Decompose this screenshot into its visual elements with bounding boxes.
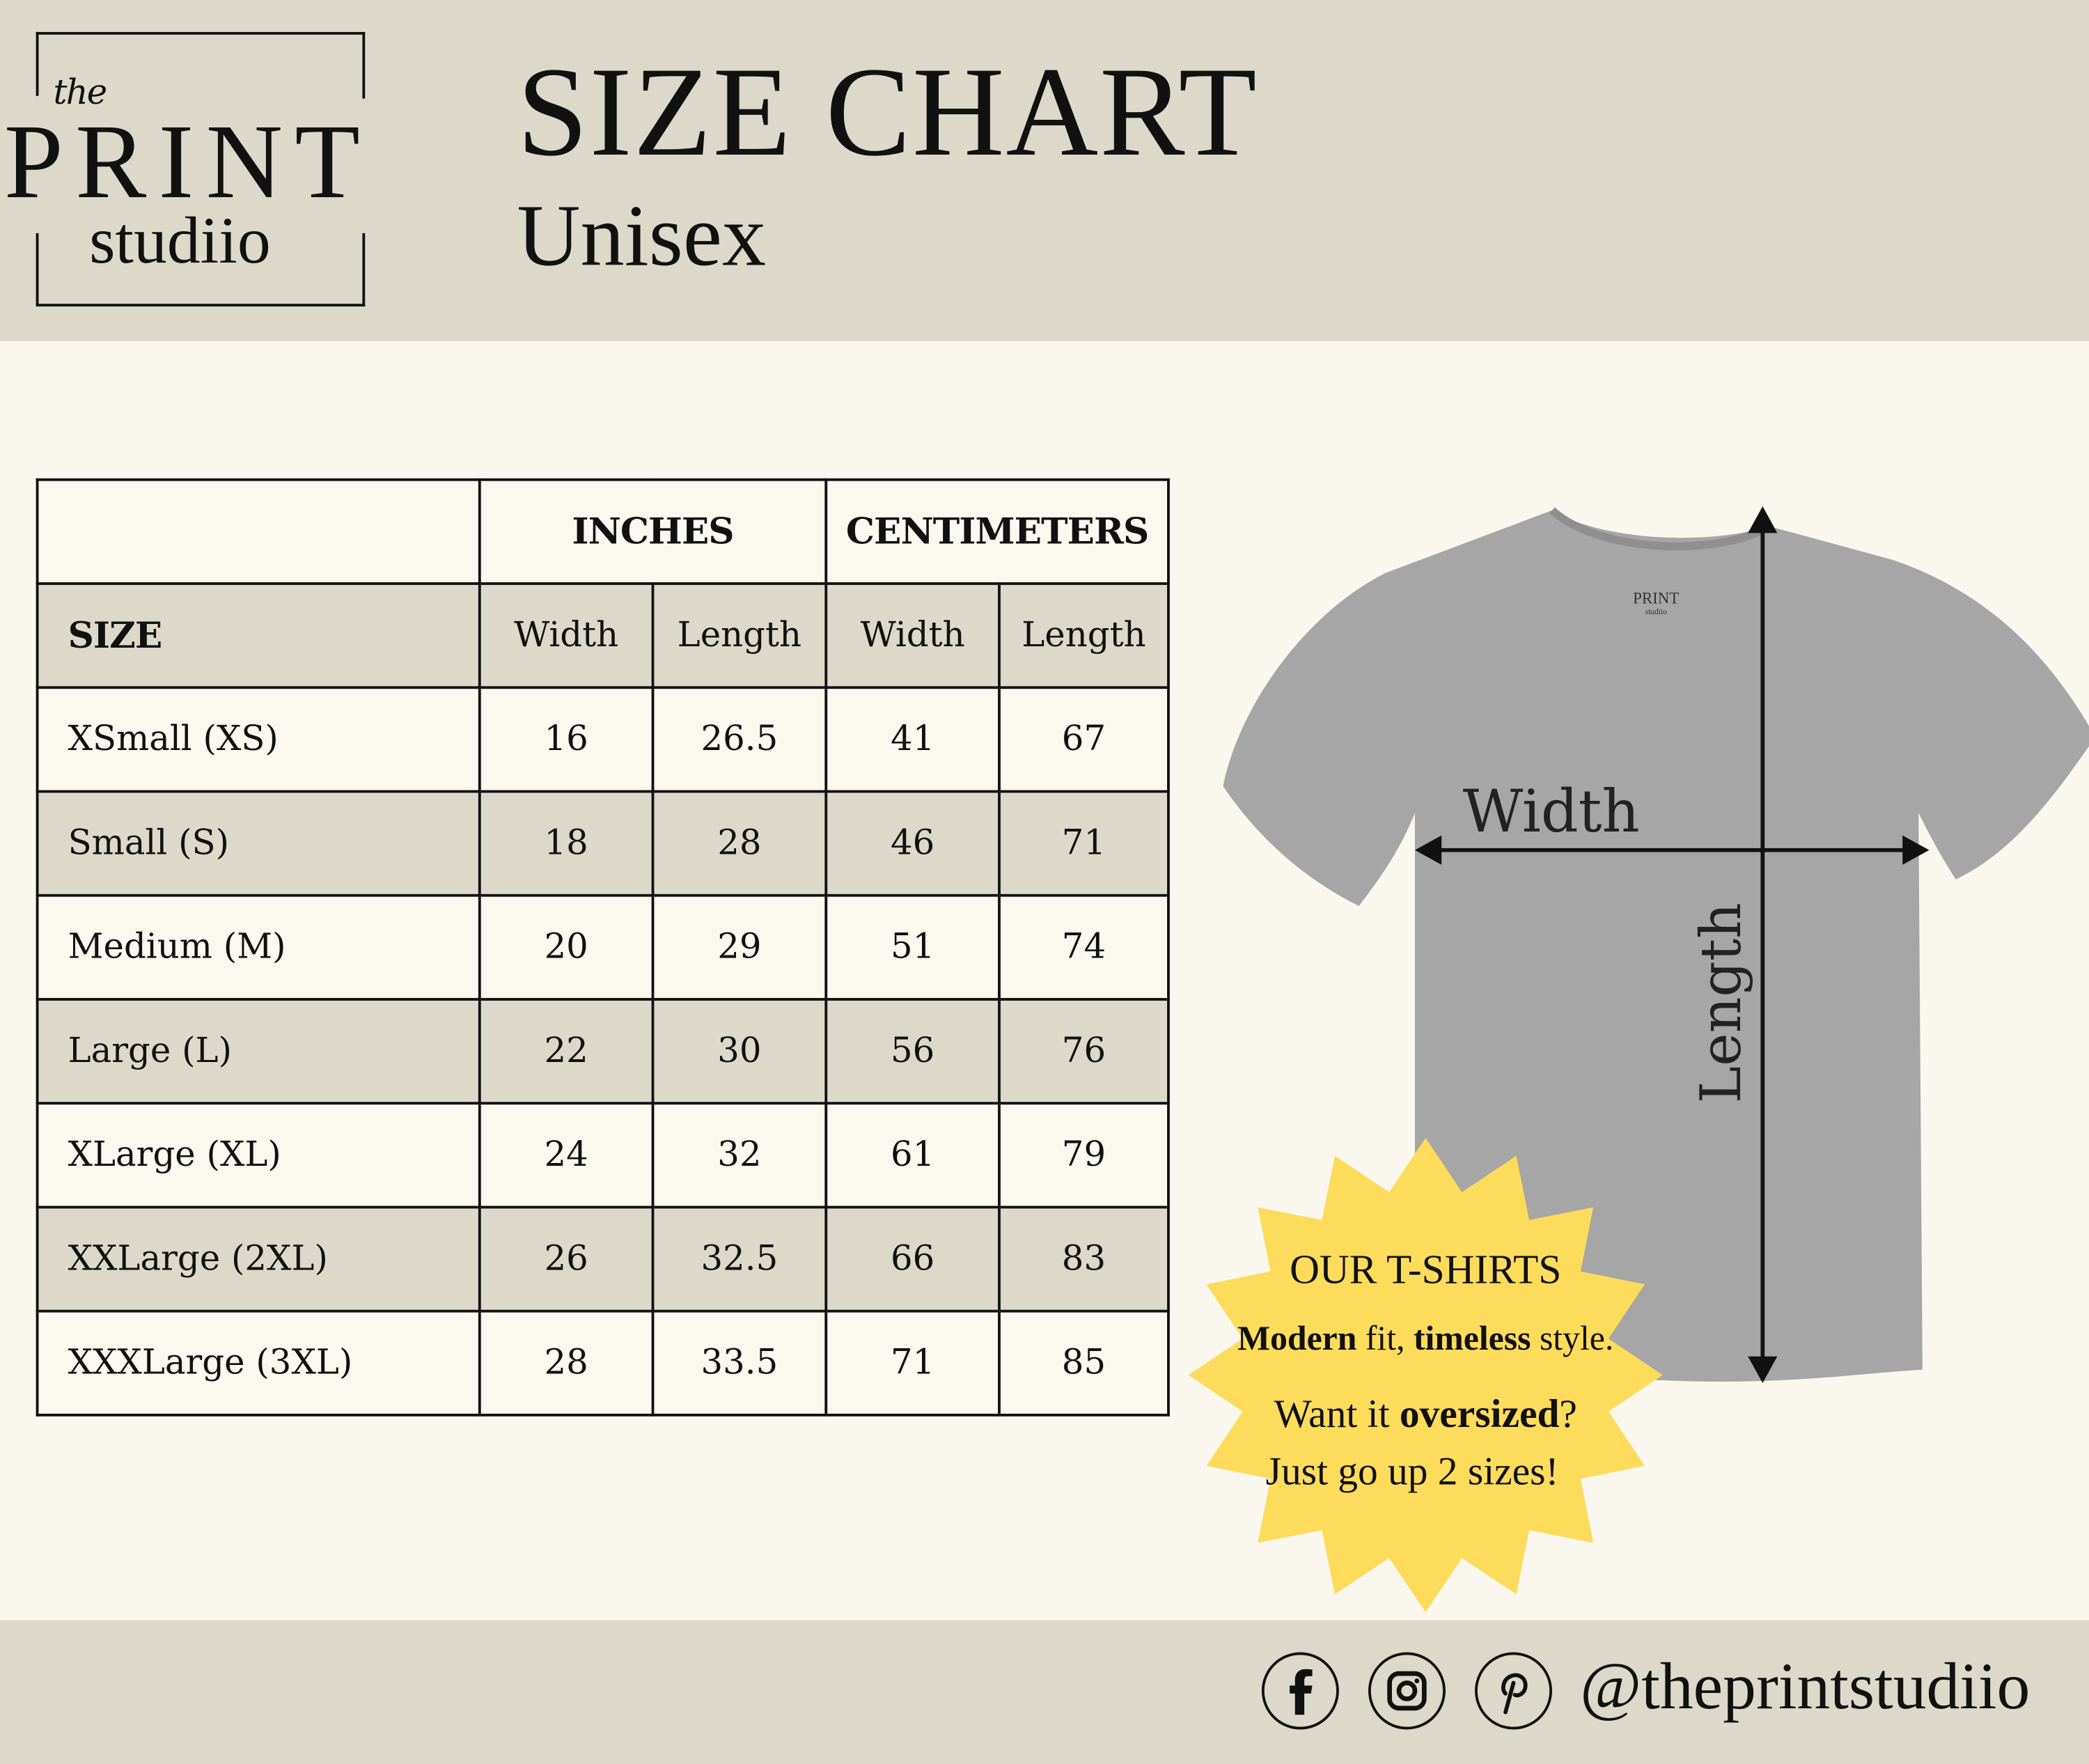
pinterest-icon[interactable] bbox=[1475, 1652, 1552, 1730]
measurement-cell: 71 bbox=[824, 1309, 1001, 1416]
measurement-cell: 33.5 bbox=[651, 1309, 828, 1416]
measurement-cell: 28 bbox=[651, 790, 828, 897]
measurement-cell: 30 bbox=[651, 998, 828, 1105]
measurement-cell: 41 bbox=[824, 686, 1001, 793]
length-arrow bbox=[1748, 506, 1778, 1384]
measurement-cell: 28 bbox=[478, 1309, 655, 1416]
badge-bold-oversized: oversized bbox=[1399, 1392, 1560, 1437]
cm-width-header: Width bbox=[824, 582, 1001, 689]
size-cell: XLarge (XL) bbox=[36, 1102, 481, 1209]
table-row: Medium (M) 20 29 51 74 bbox=[36, 893, 1170, 1001]
size-header: SIZE bbox=[36, 582, 481, 689]
table-row: Large (L) 22 30 56 76 bbox=[36, 998, 1170, 1105]
measurement-cell: 66 bbox=[824, 1205, 1001, 1313]
measurement-cell: 16 bbox=[478, 686, 655, 793]
measurement-cell: 71 bbox=[998, 790, 1170, 897]
measurement-cell: 24 bbox=[478, 1102, 655, 1209]
measurement-cell: 67 bbox=[998, 686, 1170, 793]
badge-text: Want it bbox=[1274, 1392, 1400, 1437]
size-table: INCHES CENTIMETERS SIZE Width Length Wid… bbox=[36, 478, 1170, 1416]
inches-header: INCHES bbox=[478, 478, 828, 585]
measurement-cell: 29 bbox=[651, 893, 828, 1001]
badge-text: fit, bbox=[1356, 1319, 1414, 1358]
length-label: Length bbox=[1688, 903, 1753, 1103]
badge-bold-timeless: timeless bbox=[1413, 1319, 1531, 1358]
logo-studiio: studiio bbox=[89, 202, 271, 277]
badge-tagline: Modern fit, timeless style. bbox=[1186, 1319, 1666, 1359]
shirt-logo-print: PRINT bbox=[1633, 590, 1679, 607]
table-row: XLarge (XL) 24 32 61 79 bbox=[36, 1102, 1170, 1209]
table-row: XXXLarge (3XL) 28 33.5 71 85 bbox=[36, 1309, 1170, 1416]
page-title: SIZE CHART bbox=[517, 40, 1258, 183]
facebook-icon[interactable] bbox=[1261, 1652, 1339, 1730]
table-row: Small (S) 18 28 46 71 bbox=[36, 790, 1170, 897]
measurement-cell: 32.5 bbox=[651, 1205, 828, 1313]
badge-size-up: Just go up 2 sizes! bbox=[1265, 1449, 1559, 1494]
measurement-cell: 46 bbox=[824, 790, 1001, 897]
inches-width-header: Width bbox=[478, 582, 655, 689]
measurement-cell: 85 bbox=[998, 1309, 1170, 1416]
measurement-cell: 79 bbox=[998, 1102, 1170, 1209]
footer-band bbox=[0, 1620, 2089, 1764]
size-cell: Large (L) bbox=[36, 998, 481, 1105]
measurement-cell: 26.5 bbox=[651, 686, 828, 793]
measurement-cell: 76 bbox=[998, 998, 1170, 1105]
badge-oversized: Want it oversized? bbox=[1199, 1392, 1652, 1437]
starburst-badge bbox=[1188, 1137, 1663, 1613]
inches-length-header: Length bbox=[651, 582, 828, 689]
instagram-icon[interactable] bbox=[1368, 1652, 1446, 1730]
badge-bold-modern: Modern bbox=[1237, 1319, 1357, 1358]
measurement-cell: 83 bbox=[998, 1205, 1170, 1313]
size-cell: XXLarge (2XL) bbox=[36, 1205, 481, 1313]
size-cell: XSmall (XS) bbox=[36, 686, 481, 793]
measurement-cell: 22 bbox=[478, 998, 655, 1105]
page-subtitle: Unisex bbox=[517, 187, 767, 286]
table-row: XXLarge (2XL) 26 32.5 66 83 bbox=[36, 1205, 1170, 1313]
badge-text: ? bbox=[1559, 1392, 1577, 1437]
logo-the: the bbox=[53, 73, 108, 114]
cm-length-header: Length bbox=[998, 582, 1170, 689]
centimeters-header: CENTIMETERS bbox=[824, 478, 1170, 585]
size-cell: XXXLarge (3XL) bbox=[36, 1309, 481, 1416]
shirt-logo-studiio: studiio bbox=[1645, 608, 1667, 616]
measurement-cell: 74 bbox=[998, 893, 1170, 1001]
social-handle[interactable]: @theprintstudiio bbox=[1580, 1648, 2031, 1723]
badge-text: style. bbox=[1531, 1319, 1614, 1358]
starburst-shape bbox=[1188, 1137, 1663, 1613]
measurement-cell: 61 bbox=[824, 1102, 1001, 1209]
measurement-cell: 32 bbox=[651, 1102, 828, 1209]
measurement-cell: 51 bbox=[824, 893, 1001, 1001]
width-label: Width bbox=[1463, 777, 1640, 845]
size-cell: Medium (M) bbox=[36, 893, 481, 1001]
table-row: XSmall (XS) 16 26.5 41 67 bbox=[36, 686, 1170, 793]
width-arrow bbox=[1414, 835, 1930, 865]
logo-print: PRINT bbox=[3, 104, 373, 221]
empty-header-cell bbox=[36, 478, 481, 585]
measurement-cell: 18 bbox=[478, 790, 655, 897]
measurement-cell: 26 bbox=[478, 1205, 655, 1313]
size-cell: Small (S) bbox=[36, 790, 481, 897]
badge-title: OUR T-SHIRTS bbox=[1290, 1245, 1562, 1293]
measurement-cell: 56 bbox=[824, 998, 1001, 1105]
header-band bbox=[0, 0, 2089, 341]
measurement-cell: 20 bbox=[478, 893, 655, 1001]
